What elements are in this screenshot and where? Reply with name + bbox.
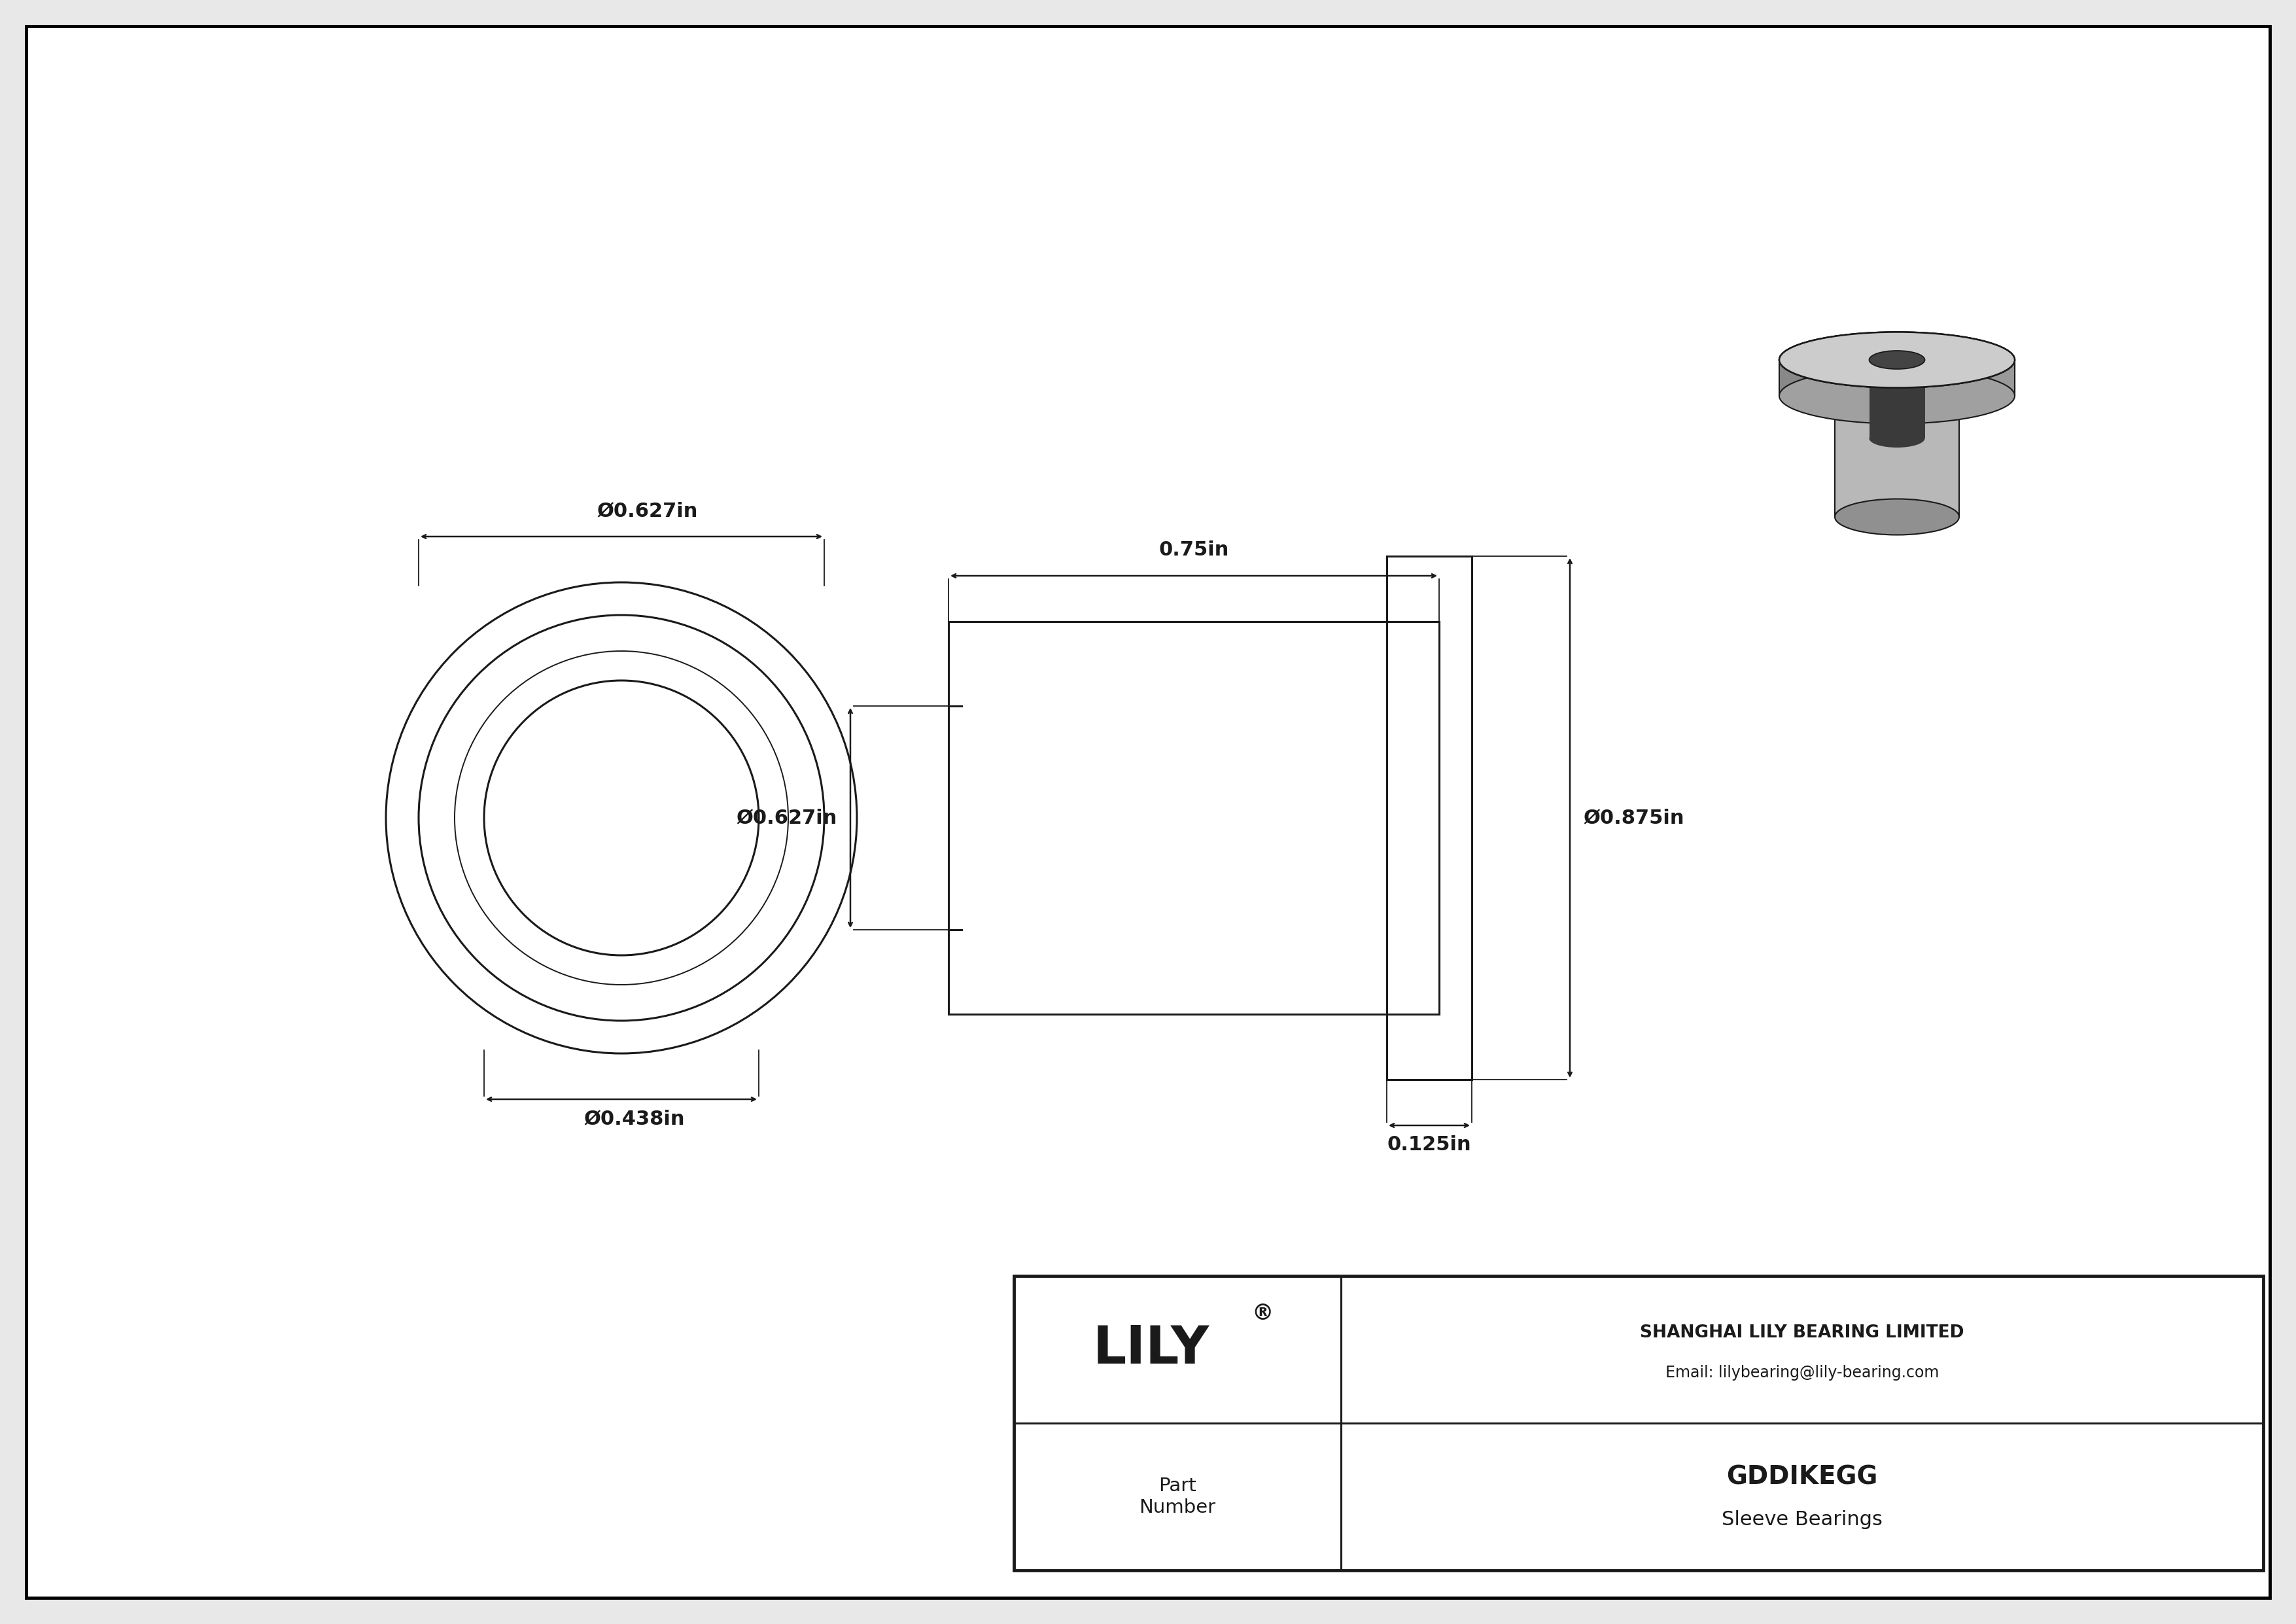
Text: LILY: LILY bbox=[1093, 1324, 1210, 1376]
Text: Ø0.875in: Ø0.875in bbox=[1582, 809, 1683, 827]
Ellipse shape bbox=[1869, 351, 1924, 369]
Bar bbox=[1015, 1276, 2264, 1570]
Bar bbox=[1387, 555, 1472, 1080]
Text: GDDIKEGG: GDDIKEGG bbox=[1727, 1465, 1878, 1489]
Polygon shape bbox=[1958, 361, 2014, 396]
Bar bbox=[1835, 378, 1958, 516]
Ellipse shape bbox=[1869, 351, 1924, 369]
Ellipse shape bbox=[1869, 429, 1924, 448]
Bar bbox=[1869, 361, 1924, 438]
Text: Ø0.438in: Ø0.438in bbox=[583, 1109, 684, 1129]
Text: ®: ® bbox=[1251, 1302, 1274, 1324]
Ellipse shape bbox=[1779, 331, 2014, 388]
Ellipse shape bbox=[1779, 331, 2014, 388]
Text: SHANGHAI LILY BEARING LIMITED: SHANGHAI LILY BEARING LIMITED bbox=[1639, 1325, 1963, 1341]
Text: Email: lilybearing@lily-bearing.com: Email: lilybearing@lily-bearing.com bbox=[1665, 1364, 1938, 1380]
Polygon shape bbox=[1779, 361, 1835, 396]
Text: Part
Number: Part Number bbox=[1139, 1476, 1217, 1517]
Text: 0.125in: 0.125in bbox=[1387, 1135, 1472, 1155]
Ellipse shape bbox=[1835, 499, 1958, 534]
Text: Ø0.627in: Ø0.627in bbox=[737, 809, 838, 827]
Ellipse shape bbox=[1779, 369, 2014, 424]
Ellipse shape bbox=[1869, 351, 1924, 369]
Bar bbox=[948, 622, 1440, 1013]
Ellipse shape bbox=[1779, 331, 2014, 388]
Text: Sleeve Bearings: Sleeve Bearings bbox=[1722, 1510, 1883, 1530]
Text: 0.75in: 0.75in bbox=[1159, 541, 1228, 559]
Text: Ø0.627in: Ø0.627in bbox=[597, 502, 698, 520]
